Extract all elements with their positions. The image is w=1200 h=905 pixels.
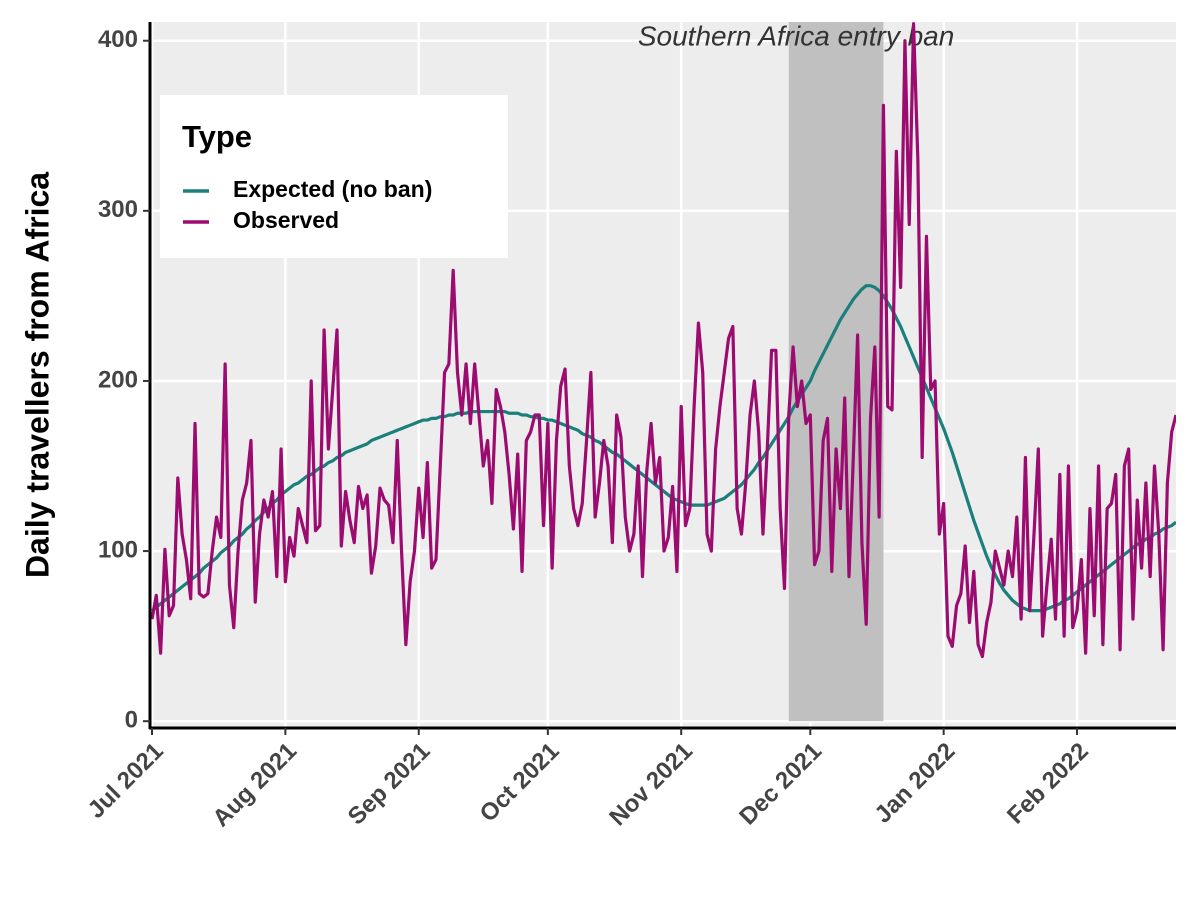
- x-tick-label: Dec 2021: [734, 738, 827, 831]
- legend-label: Expected (no ban): [233, 176, 432, 202]
- series-line: [150, 22, 1176, 659]
- line-layer: [150, 22, 1176, 659]
- x-tick-label: Feb 2022: [1002, 738, 1094, 830]
- x-tick-label: Sep 2021: [343, 738, 436, 831]
- legend-box: [160, 95, 508, 258]
- legend-title: Type: [182, 119, 252, 154]
- legend-label: Observed: [233, 207, 339, 233]
- x-tick-label: Jul 2021: [83, 738, 169, 824]
- y-tick-label: 0: [125, 707, 138, 734]
- x-tick-label: Oct 2021: [475, 738, 565, 828]
- y-tick-label: 400: [98, 26, 138, 53]
- y-tick-label: 100: [98, 536, 138, 563]
- y-tick-label: 200: [98, 366, 138, 393]
- shade-band: [788, 22, 884, 722]
- x-tick-label: Nov 2021: [604, 738, 698, 832]
- shade-label: Southern Africa entry ban: [638, 20, 954, 51]
- legend: Type Expected (no ban) Observed: [160, 95, 508, 258]
- x-tick-label: Aug 2021: [208, 738, 303, 833]
- y-tick-label: 300: [98, 196, 138, 223]
- y-axis-title: Daily travellers from Africa: [19, 172, 55, 578]
- x-tick-label: Jan 2022: [870, 738, 961, 829]
